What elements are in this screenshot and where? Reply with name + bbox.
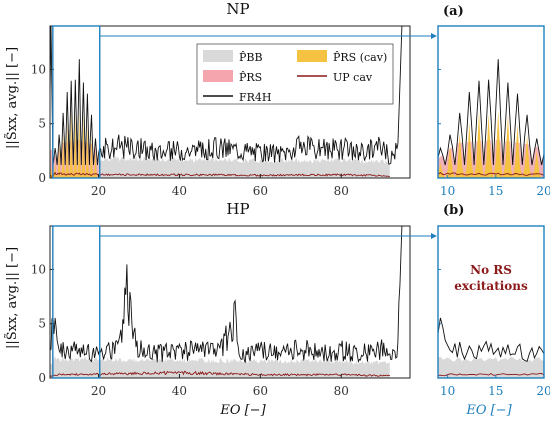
zoom-series-group: [438, 59, 544, 178]
legend-swatch: [297, 50, 327, 62]
panel-label-b: (b): [443, 203, 464, 218]
legend-swatch: [203, 50, 233, 62]
main-series-group: [50, 226, 410, 378]
zoom-x-tick-label: 20: [536, 384, 550, 398]
main-axes-frame: [49, 25, 411, 179]
x-tick-label: 80: [334, 384, 349, 398]
main-series-pbb: [50, 153, 390, 178]
panel-a: 0 5 10 20 40 60 80 10 15 20 P̂BB P̂RS (cav) P̂RS UP c…: [31, 25, 550, 198]
legend-label: P̂RS: [239, 71, 262, 84]
chart-title-hp: HP: [226, 200, 249, 218]
zoom-x-tick-label: 10: [440, 184, 455, 198]
zoom-axes-frame: [437, 25, 545, 179]
zoom-series-group: [438, 317, 544, 378]
zoom-x-tick-label: 20: [536, 184, 550, 198]
x-tick-label: 20: [91, 184, 106, 198]
x-tick-label: 40: [172, 184, 187, 198]
main-series-fr4h: [50, 26, 410, 166]
legend-label: P̂BB: [239, 51, 263, 64]
x-tick-label: 40: [172, 384, 187, 398]
x-tick-label: 80: [334, 184, 349, 198]
main-series-group: [50, 26, 410, 178]
main-series-prs-cav: [50, 111, 99, 178]
x-tick-label: 60: [253, 384, 268, 398]
legend: P̂BB P̂RS (cav) P̂RS UP cav FR4H: [196, 43, 394, 105]
y-tick-label: 0: [38, 171, 46, 185]
main-axes-frame: [49, 225, 411, 379]
annotation-text: excitations: [454, 279, 528, 293]
zoom-series-prs-cav: [438, 111, 544, 178]
zoom-x-axis-label: EO [−]: [465, 403, 512, 418]
x-tick-label: 60: [253, 184, 268, 198]
zoom-series-fr4h: [438, 317, 544, 363]
y-tick-label: 5: [38, 117, 46, 131]
main-series-up-cav: [50, 171, 390, 177]
chart-title-np: NP: [226, 0, 249, 18]
y-tick-label: 10: [31, 262, 46, 276]
y-tick-label: 0: [38, 371, 46, 385]
zoom-x-tick-label: 10: [440, 384, 455, 398]
main-series-up-cav: [50, 370, 391, 377]
zoom-region-box: [52, 25, 101, 179]
zoom-series-pbb: [438, 356, 544, 378]
y-tick-label: 5: [38, 317, 46, 331]
main-series-fr4h: [50, 226, 410, 364]
legend-label: P̂RS (cav): [333, 51, 387, 64]
y-axis-label-b: ||S̃xx, avg.|| [−]: [4, 247, 20, 349]
panel-b: 0 5 10 20 40 60 80 10 15 20 No RS excitations: [31, 225, 550, 398]
zoom-region-box: [52, 225, 101, 379]
y-tick-label: 10: [31, 62, 46, 76]
zoom-x-tick-label: 15: [488, 184, 503, 198]
zoom-axes-frame: [437, 225, 545, 379]
x-tick-label: 20: [91, 384, 106, 398]
zoom-x-tick-label: 15: [488, 384, 503, 398]
zoom-connector-arrow: [431, 33, 437, 39]
annotation-text: No RS: [470, 263, 512, 277]
legend-label: FR4H: [239, 91, 272, 104]
legend-swatch: [203, 70, 233, 82]
x-axis-label: EO [−]: [219, 403, 266, 418]
legend-label: UP cav: [333, 71, 373, 84]
y-axis-label-a: ||S̃xx, avg.|| [−]: [4, 47, 20, 149]
panel-label-a: (a): [443, 4, 464, 19]
zoom-connector-arrow: [431, 233, 437, 239]
